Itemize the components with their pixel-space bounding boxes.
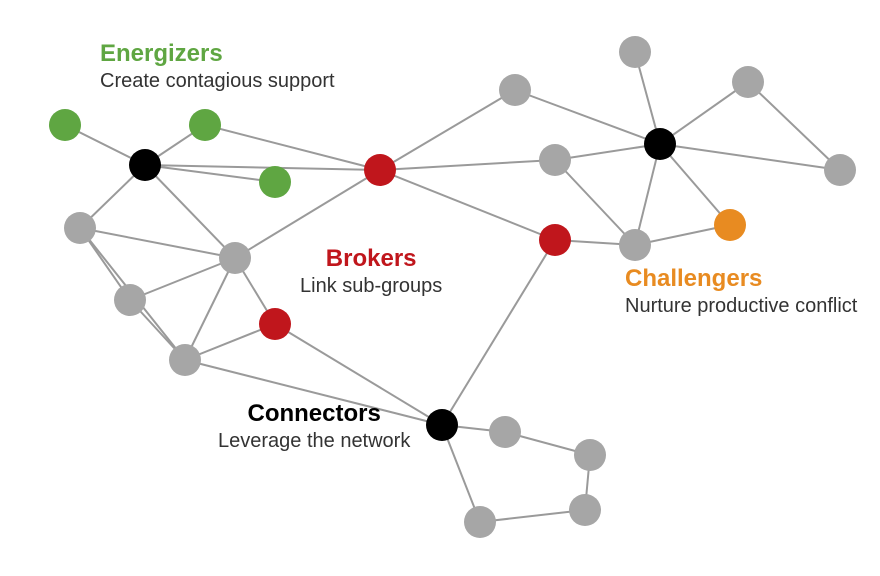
edge (205, 125, 380, 170)
node-n9 (619, 229, 651, 261)
edge (185, 258, 235, 360)
edge (515, 90, 660, 144)
edge (130, 258, 235, 300)
label-title: Brokers (300, 245, 442, 274)
node-n10 (824, 154, 856, 186)
edge (748, 82, 840, 170)
node-o1 (714, 209, 746, 241)
node-n1 (64, 212, 96, 244)
edge (660, 144, 840, 170)
node-b1 (129, 149, 161, 181)
label-connectors: ConnectorsLeverage the network (218, 400, 410, 453)
label-subtitle: Link sub-groups (300, 274, 442, 298)
edge (80, 228, 235, 258)
node-b3 (426, 409, 458, 441)
edge (442, 240, 555, 425)
label-title: Connectors (218, 400, 410, 429)
label-title: Challengers (625, 265, 857, 294)
node-n2 (114, 284, 146, 316)
node-n14 (464, 506, 496, 538)
node-n3 (219, 242, 251, 274)
network-diagram: EnergizersCreate contagious support Broke… (0, 0, 880, 576)
node-r3 (539, 224, 571, 256)
node-g1 (49, 109, 81, 141)
node-n6 (539, 144, 571, 176)
node-n5 (499, 74, 531, 106)
node-n11 (489, 416, 521, 448)
node-g2 (189, 109, 221, 141)
label-challengers: ChallengersNurture productive conflict (625, 265, 857, 318)
node-r1 (364, 154, 396, 186)
edge (660, 144, 730, 225)
edge (380, 90, 515, 170)
label-subtitle: Leverage the network (218, 429, 410, 453)
node-n7 (619, 36, 651, 68)
node-g3 (259, 166, 291, 198)
edge (660, 82, 748, 144)
edge (380, 160, 555, 170)
label-subtitle: Create contagious support (100, 69, 335, 93)
node-n13 (569, 494, 601, 526)
node-n4 (169, 344, 201, 376)
node-n8 (732, 66, 764, 98)
label-brokers: BrokersLink sub-groups (300, 245, 442, 298)
label-title: Energizers (100, 40, 335, 69)
node-b2 (644, 128, 676, 160)
edge (380, 170, 555, 240)
label-energizers: EnergizersCreate contagious support (100, 40, 335, 93)
label-subtitle: Nurture productive conflict (625, 294, 857, 318)
node-n12 (574, 439, 606, 471)
node-r2 (259, 308, 291, 340)
